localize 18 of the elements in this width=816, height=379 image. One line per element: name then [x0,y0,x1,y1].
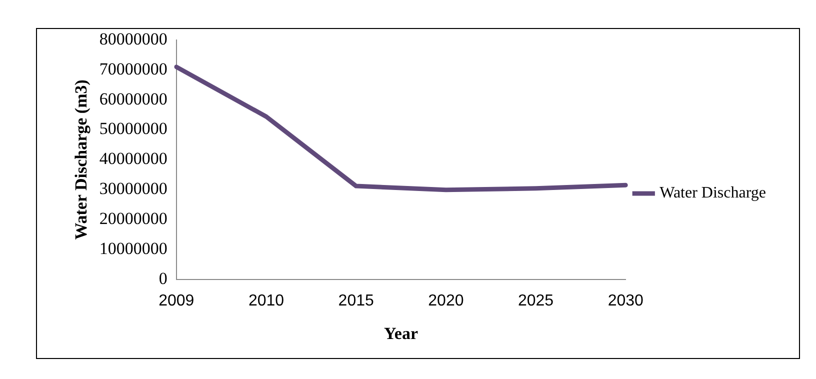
y-tick-label: 70000000 [99,59,168,78]
y-tick-label: 0 [158,268,168,288]
x-tick-label: 2030 [608,292,644,310]
y-tick-label: 40000000 [99,149,168,168]
x-tick-label: 2010 [248,292,284,310]
x-tick-label: 2025 [518,292,554,310]
y-tick-label: 60000000 [99,89,168,108]
legend-label: Water Discharge [660,184,766,202]
y-tick-label: 30000000 [99,179,168,198]
x-tick-label: 2015 [338,292,374,310]
x-axis-title: Year [384,324,418,344]
x-tick-label: 2020 [428,292,464,310]
y-axis-title: Water Discharge (m3) [72,80,91,240]
y-tick-label: 10000000 [99,238,168,258]
x-tick-label: 2009 [158,292,194,310]
y-tick-label: 80000000 [99,29,168,48]
y-tick-label: 50000000 [99,119,168,138]
y-tick-label: 20000000 [99,209,168,228]
